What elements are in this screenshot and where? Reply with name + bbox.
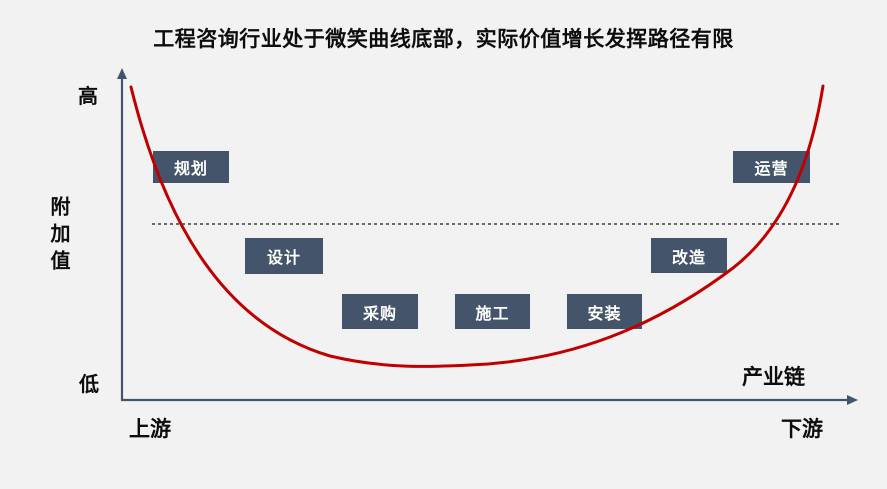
stage-box-renovation: 改造 bbox=[651, 238, 727, 273]
y-axis-high-label: 高 bbox=[78, 86, 98, 108]
x-axis-arrow-icon bbox=[847, 395, 858, 405]
y-axis-arrow-icon bbox=[117, 68, 127, 79]
stage-box-design: 设计 bbox=[245, 238, 323, 274]
y-axis-title: 附加值 bbox=[47, 196, 69, 277]
y-axis-low-label: 低 bbox=[79, 374, 99, 396]
x-axis-upstream-label: 上游 bbox=[129, 418, 171, 441]
stage-box-construction: 施工 bbox=[455, 294, 530, 329]
stage-box-procurement: 采购 bbox=[342, 294, 418, 329]
stage-box-installation: 安装 bbox=[567, 294, 642, 329]
x-axis-title: 产业链 bbox=[742, 366, 805, 389]
slide-title: 工程咨询行业处于微笑曲线底部，实际价值增长发挥路径有限 bbox=[153, 28, 734, 51]
x-axis-downstream-label: 下游 bbox=[781, 418, 823, 441]
stage-box-planning: 规划 bbox=[153, 151, 229, 183]
stage-box-operation: 运营 bbox=[733, 151, 810, 183]
